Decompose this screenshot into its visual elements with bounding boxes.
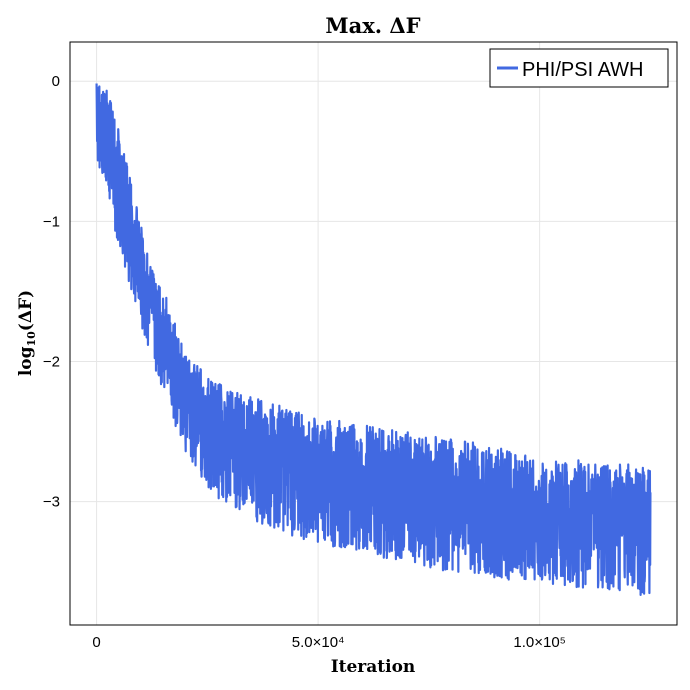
- y-tick-label: −2: [43, 354, 60, 371]
- y-tick-label: −3: [43, 494, 60, 511]
- ticks: 0 5.0×10⁴ 1.0×10⁵ 0 −1 −2 −3: [43, 73, 566, 651]
- legend-label: PHI/PSI AWH: [522, 59, 644, 81]
- y-axis-label-subscript: 10: [25, 331, 38, 347]
- x-tick-label: 5.0×10⁴: [292, 634, 345, 651]
- chart-title: Max. ΔF: [325, 13, 420, 38]
- y-tick-label: −1: [43, 213, 60, 230]
- x-axis-label: Iteration: [331, 657, 416, 677]
- y-tick-label: 0: [52, 73, 60, 90]
- y-axis-label: log10(ΔF): [16, 290, 38, 376]
- y-axis-label-base: log: [16, 346, 36, 376]
- plot-frame: [69, 41, 678, 626]
- legend: PHI/PSI AWH: [489, 48, 669, 88]
- series-line: [95, 83, 652, 596]
- y-axis-label-argument: (ΔF): [16, 290, 36, 331]
- legend-box: [489, 48, 669, 88]
- x-tick-label: 0: [92, 634, 100, 651]
- x-tick-label: 1.0×10⁵: [513, 634, 566, 651]
- series-layer: [95, 83, 652, 596]
